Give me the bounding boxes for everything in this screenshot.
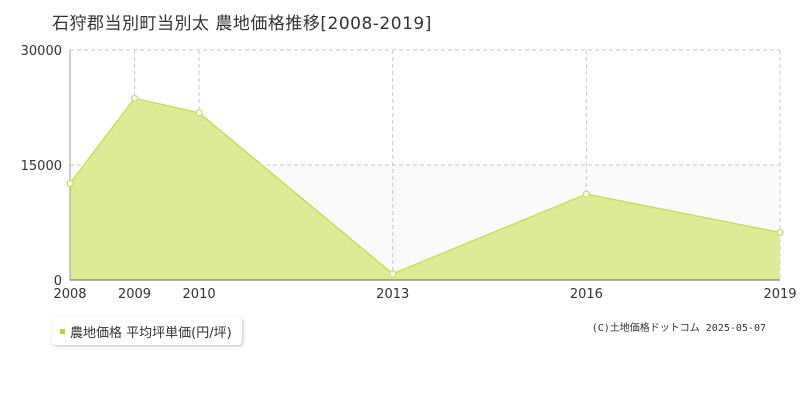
y-tick-label-0: 0 — [54, 274, 62, 289]
series-area — [70, 98, 780, 280]
x-tick-label-2019: 2019 — [763, 287, 796, 302]
legend-swatch — [60, 328, 65, 334]
y-tick-label-30000: 30000 — [21, 44, 62, 59]
legend-label: 農地価格 平均坪単価(円/坪) — [70, 325, 232, 341]
axis-layer — [69, 50, 780, 281]
tick-label-layer: 0 15000 30000 2008 2009 2010 2013 2016 2019 — [21, 44, 797, 302]
x-tick-label-2010: 2010 — [183, 287, 216, 302]
x-tick-label-2016: 2016 — [570, 287, 603, 302]
x-tick-label-2013: 2013 — [376, 287, 409, 302]
x-tick-label-2009: 2009 — [118, 287, 151, 302]
data-point-2010 — [195, 109, 203, 117]
data-point-2008 — [66, 179, 74, 187]
series-line — [69, 97, 781, 275]
data-point-2013 — [389, 270, 397, 278]
area-layer — [69, 97, 781, 280]
marker-layer — [66, 94, 784, 278]
chart-title: 石狩郡当別町当別太 農地価格推移[2008-2019] — [52, 14, 432, 34]
x-tick-label-2008: 2008 — [53, 287, 86, 302]
data-point-2009 — [130, 94, 139, 102]
data-point-2019 — [776, 228, 784, 237]
data-point-2016 — [582, 190, 590, 198]
y-tick-label-15000: 15000 — [21, 159, 62, 174]
copyright-text: (C)土地価格ドットコム 2025-05-07 — [591, 323, 766, 334]
legend: 農地価格 平均坪単価(円/坪) — [52, 317, 242, 345]
